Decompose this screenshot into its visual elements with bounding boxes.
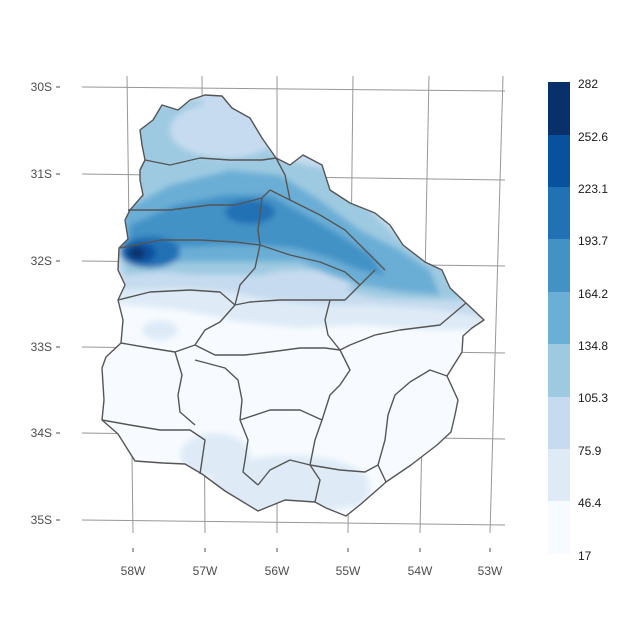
- border-flores: [174, 351, 196, 426]
- border-salto-paysandu: [128, 189, 291, 211]
- border-paysandu-rionegro: [119, 239, 261, 249]
- legend-label-4: 193.7: [578, 234, 608, 248]
- x-tick-label-57w: 57W: [193, 564, 218, 578]
- legend-swatch-7: [548, 397, 570, 449]
- fill-band-1-southwest: [180, 433, 250, 477]
- legend-swatch-2: [548, 135, 570, 187]
- x-axis: 58W 57W 56W 55W 54W 53W: [121, 548, 503, 578]
- legend-swatch-5: [548, 292, 570, 344]
- fill-band-2-central: [250, 270, 350, 300]
- legend-label-3: 223.1: [578, 182, 608, 196]
- fill-band-2-northeast: [170, 102, 280, 158]
- border-tacuarembo-west: [234, 197, 263, 306]
- lat-line-30s: [81, 86, 506, 92]
- legend-swatch-6: [548, 344, 570, 397]
- lat-line-35s: [81, 519, 506, 526]
- legend-label-6: 134.8: [578, 339, 608, 353]
- y-tick-label-32s: 32S: [31, 254, 52, 268]
- fill-band-8-peak: [129, 247, 145, 259]
- legend-label-7: 105.3: [578, 391, 608, 405]
- border-florida-canelones: [239, 409, 323, 421]
- y-tick-label-34s: 34S: [31, 426, 52, 440]
- border-rivera-tacuarembo: [275, 157, 386, 271]
- legend-label-9: 46.4: [578, 496, 602, 510]
- legend-label-5: 164.2: [578, 287, 608, 301]
- border-rionegro-soriano: [117, 289, 236, 306]
- border-sanjose-canelones: [239, 419, 259, 486]
- y-tick-label-30s: 30S: [31, 80, 52, 94]
- legend-label-8: 75.9: [578, 444, 602, 458]
- country-border: [101, 94, 485, 517]
- border-durazno-north: [234, 299, 330, 306]
- fill-band-6-central: [225, 200, 275, 224]
- legend-swatch-9: [548, 501, 570, 554]
- fill-band-1-southeast: [320, 472, 370, 508]
- legend-label-10: 17: [578, 549, 592, 563]
- border-maldonado: [309, 464, 387, 483]
- y-tick-label-35s: 35S: [31, 513, 52, 527]
- department-borders: [101, 94, 485, 517]
- x-tick-label-58w: 58W: [121, 564, 146, 578]
- y-tick-label-31s: 31S: [31, 167, 52, 181]
- x-tick-label-55w: 55W: [336, 564, 361, 578]
- legend-label-2: 252.6: [578, 130, 608, 144]
- border-soriano-colonia: [120, 342, 196, 353]
- lon-line-53w: [489, 75, 504, 534]
- fill-band-5: [128, 195, 385, 275]
- x-tick-label-53w: 53W: [478, 564, 503, 578]
- border-cerrolargo: [330, 284, 361, 301]
- border-durazno-rionegro: [194, 304, 236, 346]
- legend-swatch-8: [548, 449, 570, 501]
- border-durazno-florida: [194, 344, 341, 356]
- border-treintaytres: [324, 299, 467, 351]
- legend-swatch-1: [548, 82, 570, 135]
- color-legend: 282 252.6 223.1 193.7 164.2 134.8 105.3 …: [548, 77, 608, 563]
- legend-swatch-4: [548, 239, 570, 292]
- border-canelones-montevideo: [257, 459, 321, 503]
- border-colonia-sanjose: [101, 419, 206, 475]
- border-lavalleja-rocha: [377, 369, 448, 466]
- y-tick-label-33s: 33S: [31, 340, 52, 354]
- y-axis: 30S 31S 32S 33S 34S 35S: [31, 80, 60, 527]
- x-tick-label-54w: 54W: [408, 564, 433, 578]
- border-artigas-salto: [144, 157, 277, 166]
- legend-swatch-3: [548, 187, 570, 239]
- fill-band-1-west: [142, 320, 178, 340]
- border-flores-east: [194, 359, 243, 421]
- legend-label-1: 282: [578, 77, 598, 91]
- border-florida-lavalleja: [309, 349, 351, 466]
- x-tick-label-56w: 56W: [265, 564, 290, 578]
- border-tacuarembo-south: [259, 244, 376, 286]
